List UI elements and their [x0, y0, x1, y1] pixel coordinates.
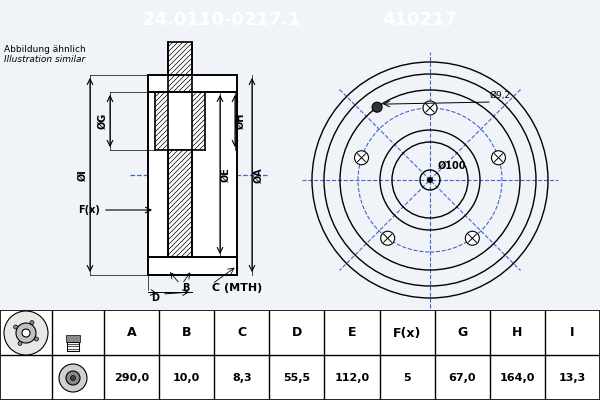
Text: I: I: [570, 326, 575, 340]
Bar: [66, 335, 80, 342]
Text: H: H: [512, 326, 523, 340]
Text: 10,0: 10,0: [173, 373, 200, 383]
Bar: [168, 150, 192, 257]
Text: D: D: [292, 326, 302, 340]
Circle shape: [423, 101, 437, 115]
Ellipse shape: [66, 371, 80, 385]
Circle shape: [18, 341, 22, 345]
Text: B: B: [182, 326, 191, 340]
Circle shape: [427, 177, 433, 183]
Text: 5: 5: [403, 373, 411, 383]
Circle shape: [372, 102, 382, 112]
Text: A: A: [127, 326, 136, 340]
Bar: [148, 257, 237, 275]
Text: F(x): F(x): [78, 205, 100, 215]
Text: F(x): F(x): [393, 326, 421, 340]
Text: ØG: ØG: [98, 113, 108, 129]
Bar: [192, 92, 237, 257]
Ellipse shape: [22, 329, 30, 337]
Ellipse shape: [16, 323, 36, 343]
Text: ØI: ØI: [78, 169, 88, 181]
Text: ØA: ØA: [254, 167, 264, 183]
Text: G: G: [457, 326, 467, 340]
Circle shape: [380, 231, 395, 245]
Text: 112,0: 112,0: [334, 373, 370, 383]
Text: 8,3: 8,3: [232, 373, 251, 383]
Bar: [168, 42, 192, 92]
Circle shape: [14, 325, 17, 329]
Circle shape: [491, 151, 505, 165]
Text: C: C: [237, 326, 247, 340]
Bar: [148, 75, 237, 92]
Circle shape: [34, 337, 38, 341]
Text: 164,0: 164,0: [500, 373, 535, 383]
Text: C (MTH): C (MTH): [212, 283, 262, 293]
Bar: [148, 92, 168, 257]
Text: Abbildung ähnlich: Abbildung ähnlich: [4, 45, 86, 54]
Text: B: B: [182, 283, 190, 293]
Text: D: D: [151, 293, 159, 303]
Circle shape: [466, 231, 479, 245]
Text: 24.0110-0217.1: 24.0110-0217.1: [143, 11, 301, 29]
Text: Ø9,2: Ø9,2: [490, 91, 511, 100]
Text: Illustration similar: Illustration similar: [4, 55, 85, 64]
Text: Ø100: Ø100: [438, 161, 467, 171]
Text: 13,3: 13,3: [559, 373, 586, 383]
Text: ØE: ØE: [221, 167, 231, 182]
Text: 55,5: 55,5: [283, 373, 310, 383]
Circle shape: [30, 321, 34, 325]
Text: E: E: [348, 326, 356, 340]
Ellipse shape: [4, 311, 48, 355]
Bar: [67, 342, 79, 351]
Circle shape: [355, 151, 368, 165]
Text: ØH: ØH: [236, 113, 246, 129]
Text: 67,0: 67,0: [448, 373, 476, 383]
Bar: [155, 92, 205, 150]
Ellipse shape: [59, 364, 87, 392]
Text: 410217: 410217: [383, 11, 458, 29]
Text: 290,0: 290,0: [114, 373, 149, 383]
Ellipse shape: [71, 376, 76, 380]
